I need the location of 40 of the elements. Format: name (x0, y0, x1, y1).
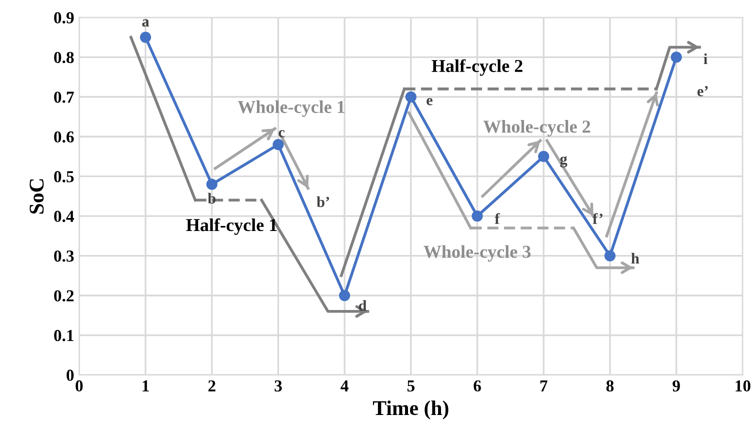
x-tick-label: 10 (736, 380, 750, 392)
x-tick-label: 3 (274, 380, 282, 392)
annotation: d (358, 300, 367, 311)
annotation: Whole-cycle 2 (483, 120, 590, 136)
x-tick-label: 7 (540, 380, 548, 392)
y-tick-label: 0.8 (54, 52, 74, 64)
annotation: f’ (592, 213, 602, 224)
y-tick-label: 0.6 (54, 131, 74, 143)
annotation: b (208, 192, 216, 204)
annotation: Whole-cycle 1 (238, 100, 344, 117)
annotation: c (278, 130, 285, 138)
annotation: g (560, 156, 568, 168)
annotation: Half-cycle 1 (186, 218, 277, 235)
x-tick-label: 1 (142, 380, 149, 392)
y-axis-title: SoC (30, 179, 44, 214)
y-tick-label: 0.3 (54, 250, 74, 262)
x-tick-label: 0 (76, 380, 83, 392)
annotation: h (631, 252, 640, 264)
x-tick-label: 6 (474, 380, 481, 392)
annotation: a (142, 19, 150, 27)
annotation: e (426, 98, 433, 106)
annotation: i (704, 53, 708, 64)
y-tick-label: 0 (66, 370, 74, 381)
x-tick-label: 4 (340, 380, 348, 392)
y-tick-label: 0.4 (54, 210, 74, 222)
annotation: e’ (697, 86, 708, 96)
y-tick-label: 0.5 (54, 171, 74, 182)
x-tick-label: 8 (606, 380, 614, 392)
x-axis-title: Time (h) (372, 400, 448, 420)
x-tick-label: 9 (672, 380, 680, 392)
y-tick-label: 0.1 (54, 330, 74, 342)
x-tick-label: 5 (407, 380, 414, 392)
annotation: Half-cycle 2 (432, 59, 522, 76)
y-tick-label: 0.2 (54, 290, 74, 302)
x-tick-label: 2 (208, 380, 216, 392)
y-tick-label: 0.9 (54, 12, 74, 24)
y-tick-label: 0.7 (54, 92, 74, 103)
annotation: Whole-cycle 3 (424, 245, 531, 262)
annotation: f (494, 213, 500, 224)
annotation: b’ (316, 196, 330, 208)
